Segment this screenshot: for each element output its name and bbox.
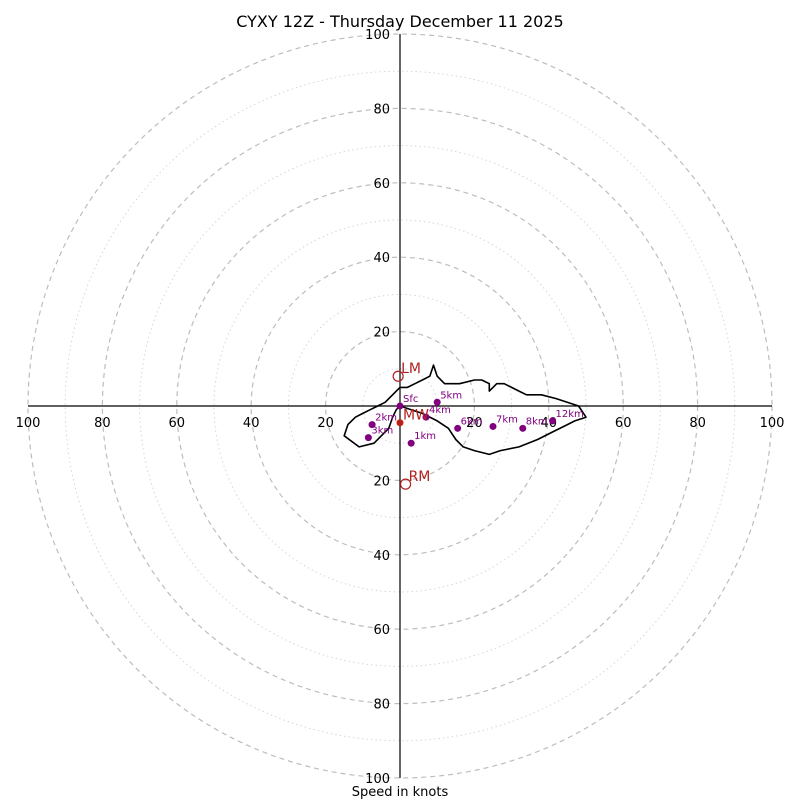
- tick-label-west: 100: [16, 416, 41, 431]
- height-point-6km: [454, 424, 462, 432]
- height-point-8km: [519, 424, 527, 432]
- tick-label-south: 60: [373, 623, 390, 638]
- height-label-5km: 5km: [440, 390, 462, 401]
- height-label-1km: 1km: [414, 431, 436, 442]
- height-point-1km: [407, 439, 415, 447]
- height-label-7km: 7km: [496, 414, 518, 425]
- tick-label-east: 100: [760, 416, 785, 431]
- x-axis-label: Speed in knots: [352, 785, 449, 800]
- tick-label-south: 100: [365, 772, 390, 787]
- height-point-4km: [422, 413, 430, 421]
- tick-label-west: 60: [169, 416, 186, 431]
- height-label-sfc: Sfc: [403, 394, 418, 405]
- tick-label-north: 60: [373, 177, 390, 192]
- tick-label-north: 20: [373, 326, 390, 341]
- tick-label-south: 40: [373, 549, 390, 564]
- tick-label-east: 80: [689, 416, 706, 431]
- storm-motion-lm-marker: [392, 370, 404, 382]
- tick-label-north: 40: [373, 251, 390, 266]
- tick-label-south: 80: [373, 698, 390, 713]
- height-label-3km: 3km: [371, 426, 393, 437]
- height-label-6km: 6km: [461, 416, 483, 427]
- tick-label-north: 100: [365, 28, 390, 43]
- height-label-12km: 12km: [556, 409, 584, 420]
- tick-label-east: 20: [466, 416, 483, 431]
- height-point-12km: [549, 417, 557, 425]
- height-point-5km: [433, 398, 441, 406]
- height-label-2km: 2km: [375, 413, 397, 424]
- tick-label-west: 80: [94, 416, 111, 431]
- height-label-4km: 4km: [429, 405, 451, 416]
- tick-label-north: 80: [373, 102, 390, 117]
- storm-motion-mw-marker: [396, 419, 404, 427]
- storm-motion-markers: LM RM MW: [392, 361, 431, 490]
- height-point-3km: [364, 434, 372, 442]
- storm-motion-rm-label: RM: [409, 469, 431, 485]
- tick-label-east: 60: [615, 416, 632, 431]
- storm-motion-rm-marker: [399, 478, 412, 490]
- height-point-7km: [489, 422, 497, 430]
- hodograph-trace: [343, 364, 587, 456]
- height-point-2km: [368, 421, 376, 429]
- height-markers: Sfc 1km 2km 3km 4km 5km 6km 7km 8km 12km: [364, 390, 584, 447]
- tick-label-west: 20: [317, 416, 334, 431]
- chart-title: CYXY 12Z - Thursday December 11 2025: [236, 12, 563, 31]
- tick-label-west: 40: [243, 416, 260, 431]
- tick-label-south: 20: [373, 474, 390, 489]
- height-label-8km: 8km: [526, 416, 548, 427]
- height-point-sfc: [396, 402, 404, 410]
- storm-motion-mw-label: MW: [403, 408, 429, 424]
- storm-motion-lm-label: LM: [401, 361, 421, 377]
